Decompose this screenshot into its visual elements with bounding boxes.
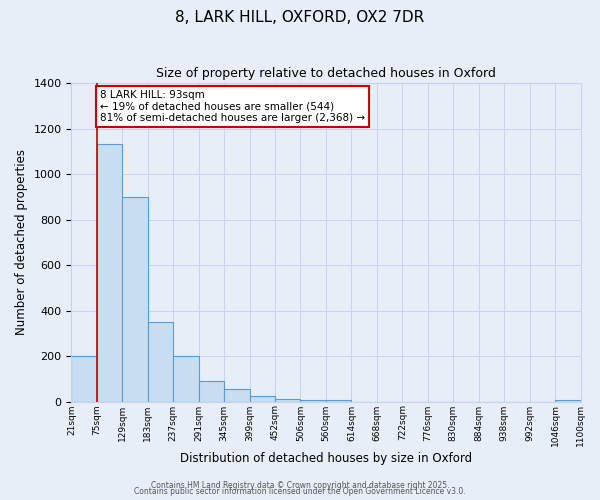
- Bar: [326, 400, 352, 402]
- Bar: [122, 197, 148, 402]
- Bar: [199, 381, 224, 402]
- Bar: [555, 400, 581, 402]
- Bar: [148, 322, 173, 402]
- Bar: [301, 400, 326, 402]
- Bar: [173, 356, 199, 402]
- Y-axis label: Number of detached properties: Number of detached properties: [15, 150, 28, 336]
- Bar: [224, 389, 250, 402]
- Title: Size of property relative to detached houses in Oxford: Size of property relative to detached ho…: [156, 68, 496, 80]
- Text: 8 LARK HILL: 93sqm
← 19% of detached houses are smaller (544)
81% of semi-detach: 8 LARK HILL: 93sqm ← 19% of detached hou…: [100, 90, 365, 123]
- Bar: [275, 400, 301, 402]
- Text: Contains public sector information licensed under the Open Government Licence v3: Contains public sector information licen…: [134, 487, 466, 496]
- Text: 8, LARK HILL, OXFORD, OX2 7DR: 8, LARK HILL, OXFORD, OX2 7DR: [175, 10, 425, 25]
- X-axis label: Distribution of detached houses by size in Oxford: Distribution of detached houses by size …: [180, 452, 472, 465]
- Bar: [71, 356, 97, 402]
- Text: Contains HM Land Registry data © Crown copyright and database right 2025.: Contains HM Land Registry data © Crown c…: [151, 481, 449, 490]
- Bar: [97, 144, 122, 402]
- Bar: [250, 396, 275, 402]
